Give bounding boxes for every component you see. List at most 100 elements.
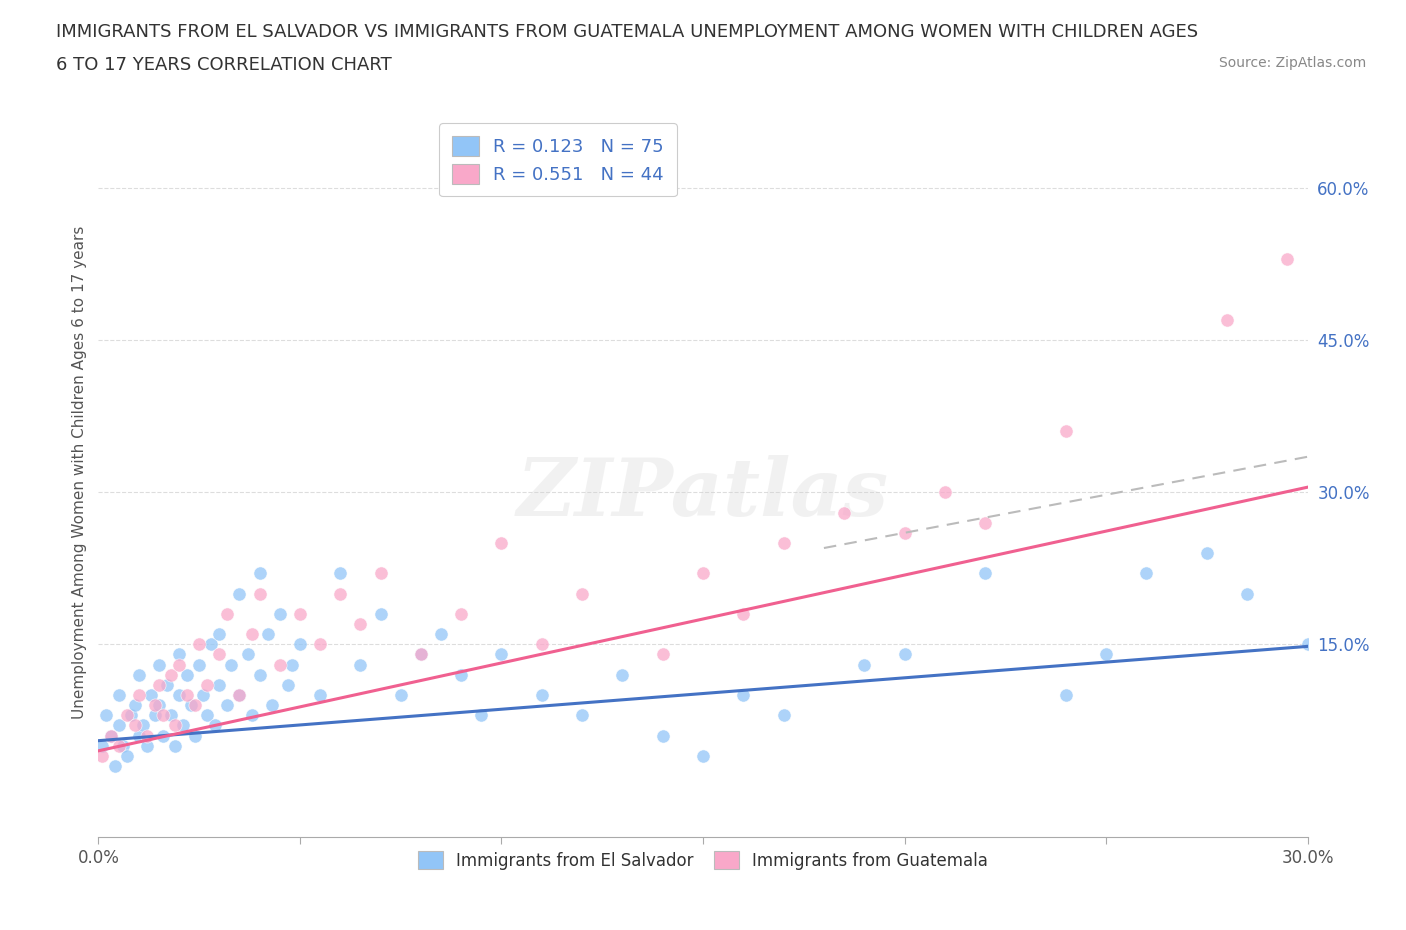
Point bbox=[329, 586, 352, 601]
Point bbox=[491, 536, 513, 551]
Point bbox=[277, 677, 299, 692]
Point bbox=[571, 586, 593, 601]
Point bbox=[176, 687, 198, 702]
Point bbox=[143, 698, 166, 712]
Point bbox=[530, 637, 553, 652]
Point bbox=[107, 718, 129, 733]
Point bbox=[128, 687, 150, 702]
Point bbox=[163, 718, 186, 733]
Point bbox=[269, 606, 291, 621]
Point bbox=[217, 698, 239, 712]
Point bbox=[1054, 687, 1077, 702]
Point bbox=[309, 687, 332, 702]
Point bbox=[156, 677, 179, 692]
Point bbox=[1095, 647, 1118, 662]
Point bbox=[124, 718, 146, 733]
Point bbox=[100, 728, 122, 743]
Point bbox=[491, 647, 513, 662]
Point bbox=[228, 586, 250, 601]
Point bbox=[249, 566, 271, 581]
Point bbox=[249, 668, 271, 683]
Point bbox=[1054, 424, 1077, 439]
Point bbox=[135, 738, 157, 753]
Point bbox=[167, 658, 190, 672]
Point bbox=[832, 505, 855, 520]
Legend: Immigrants from El Salvador, Immigrants from Guatemala: Immigrants from El Salvador, Immigrants … bbox=[408, 841, 998, 880]
Y-axis label: Unemployment Among Women with Children Ages 6 to 17 years: Unemployment Among Women with Children A… bbox=[72, 225, 87, 719]
Point bbox=[450, 668, 472, 683]
Point bbox=[120, 708, 142, 723]
Point bbox=[349, 617, 371, 631]
Point bbox=[370, 566, 392, 581]
Point bbox=[409, 647, 432, 662]
Point bbox=[107, 738, 129, 753]
Point bbox=[974, 566, 997, 581]
Point bbox=[256, 627, 278, 642]
Point bbox=[91, 749, 114, 764]
Point bbox=[733, 606, 755, 621]
Point bbox=[450, 606, 472, 621]
Point bbox=[128, 728, 150, 743]
Point bbox=[111, 738, 134, 753]
Point bbox=[184, 728, 207, 743]
Point bbox=[228, 687, 250, 702]
Point bbox=[143, 708, 166, 723]
Point bbox=[107, 687, 129, 702]
Point bbox=[115, 749, 138, 764]
Point bbox=[167, 647, 190, 662]
Point bbox=[692, 749, 714, 764]
Point bbox=[195, 708, 218, 723]
Point bbox=[974, 515, 997, 530]
Point bbox=[1216, 312, 1239, 327]
Point bbox=[217, 606, 239, 621]
Point bbox=[208, 647, 231, 662]
Point bbox=[228, 687, 250, 702]
Point bbox=[91, 738, 114, 753]
Point bbox=[934, 485, 956, 499]
Point bbox=[148, 698, 170, 712]
Point bbox=[236, 647, 259, 662]
Point bbox=[772, 708, 794, 723]
Point bbox=[733, 687, 755, 702]
Point bbox=[184, 698, 207, 712]
Point bbox=[176, 668, 198, 683]
Point bbox=[349, 658, 371, 672]
Point bbox=[152, 728, 174, 743]
Point bbox=[692, 566, 714, 581]
Point bbox=[430, 627, 453, 642]
Point bbox=[152, 708, 174, 723]
Point bbox=[288, 637, 311, 652]
Point bbox=[195, 677, 218, 692]
Text: 6 TO 17 YEARS CORRELATION CHART: 6 TO 17 YEARS CORRELATION CHART bbox=[56, 56, 392, 73]
Point bbox=[208, 677, 231, 692]
Point bbox=[148, 677, 170, 692]
Point bbox=[1296, 637, 1319, 652]
Point bbox=[200, 637, 222, 652]
Point bbox=[409, 647, 432, 662]
Point bbox=[208, 627, 231, 642]
Point bbox=[651, 728, 673, 743]
Point bbox=[172, 718, 194, 733]
Point bbox=[853, 658, 876, 672]
Point bbox=[389, 687, 412, 702]
Point bbox=[269, 658, 291, 672]
Point bbox=[148, 658, 170, 672]
Point bbox=[571, 708, 593, 723]
Point bbox=[470, 708, 492, 723]
Point bbox=[128, 668, 150, 683]
Point bbox=[329, 566, 352, 581]
Point bbox=[281, 658, 304, 672]
Point bbox=[249, 586, 271, 601]
Point bbox=[309, 637, 332, 652]
Point bbox=[1135, 566, 1157, 581]
Point bbox=[240, 708, 263, 723]
Point bbox=[103, 759, 125, 774]
Point bbox=[612, 668, 634, 683]
Point bbox=[188, 658, 211, 672]
Point bbox=[193, 687, 215, 702]
Point bbox=[1195, 546, 1218, 561]
Point bbox=[96, 708, 118, 723]
Point bbox=[221, 658, 243, 672]
Point bbox=[180, 698, 202, 712]
Point bbox=[100, 728, 122, 743]
